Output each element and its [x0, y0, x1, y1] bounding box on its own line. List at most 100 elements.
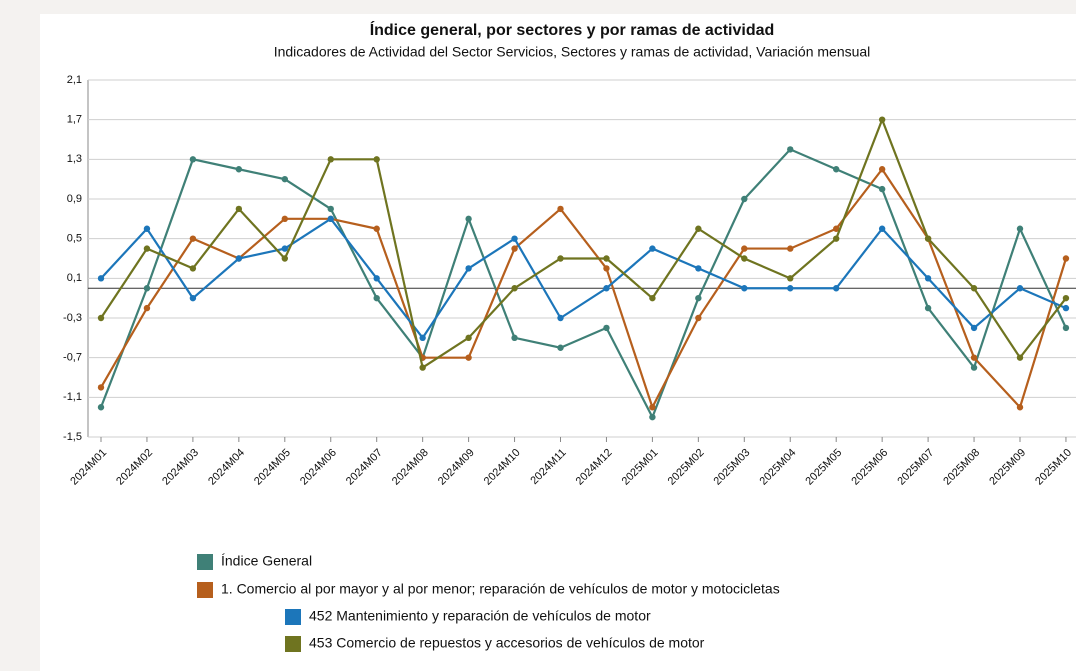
y-tick-label: -0,3 [63, 312, 82, 324]
point [924, 304, 932, 312]
point [511, 285, 518, 292]
y-tick-label: -0,7 [63, 352, 82, 364]
point [833, 235, 840, 242]
point [970, 324, 978, 332]
point [924, 275, 932, 282]
point [419, 334, 426, 342]
point [465, 334, 472, 342]
point [557, 314, 564, 322]
point [695, 314, 702, 322]
point [97, 384, 105, 391]
point [878, 166, 886, 173]
legend-swatch [197, 554, 213, 570]
point [465, 265, 472, 272]
point [511, 235, 518, 242]
point [189, 235, 197, 242]
point [97, 275, 105, 282]
point [235, 255, 243, 262]
y-tick-label: 0,5 [67, 233, 82, 245]
point [1016, 225, 1024, 232]
point [695, 225, 702, 232]
point [143, 225, 151, 232]
legend-swatch [197, 582, 213, 598]
point [327, 215, 334, 223]
y-tick-label: 2,1 [67, 74, 82, 86]
point [235, 166, 243, 173]
point [970, 364, 978, 371]
point [97, 314, 105, 322]
series-line [100, 217, 1067, 340]
point [327, 205, 334, 213]
legend-label: 453 Comercio de repuestos y accesorios d… [309, 635, 705, 651]
point [557, 255, 564, 262]
point [373, 156, 380, 163]
point [833, 166, 840, 173]
legend-swatch [285, 636, 301, 652]
point [189, 294, 197, 302]
series-line [100, 116, 1067, 370]
point [970, 285, 978, 292]
point [878, 225, 886, 232]
series-line [99, 148, 1067, 420]
point [741, 245, 748, 252]
point [557, 344, 564, 351]
legend-label: 452 Mantenimiento y reparación de vehícu… [309, 608, 651, 624]
point [373, 294, 380, 302]
point [649, 404, 656, 411]
point [787, 285, 794, 292]
chart-subtitle: Indicadores de Actividad del Sector Serv… [274, 44, 871, 60]
point [97, 404, 105, 411]
point [924, 235, 932, 242]
point [465, 215, 472, 223]
point [281, 215, 288, 223]
point [235, 205, 243, 213]
point [327, 156, 334, 163]
point [787, 275, 794, 282]
point [787, 146, 794, 153]
point [833, 285, 840, 292]
point [603, 285, 610, 292]
y-tick-label: 1,3 [67, 153, 82, 165]
point [1016, 404, 1024, 411]
point [557, 205, 564, 213]
point [603, 324, 610, 332]
y-tick-label: -1,5 [63, 431, 82, 443]
y-tick-label: -1,1 [63, 391, 82, 403]
point [511, 245, 518, 252]
point [1016, 354, 1024, 361]
point [695, 265, 702, 272]
legend-swatch [285, 609, 301, 625]
point [511, 334, 518, 342]
panel [40, 14, 1076, 671]
legend-label: 1. Comercio al por mayor y al por menor;… [221, 581, 780, 597]
series-line [100, 167, 1068, 411]
y-tick-label: 0,9 [67, 193, 82, 205]
point [970, 354, 978, 361]
point [1062, 294, 1070, 302]
legend-label: Índice General [221, 553, 312, 569]
point [649, 413, 656, 421]
point [833, 225, 840, 232]
point [649, 294, 656, 302]
point [189, 156, 197, 163]
point [878, 185, 886, 193]
point [741, 195, 748, 203]
point [373, 225, 380, 232]
point [143, 304, 151, 312]
point [695, 294, 702, 302]
point [1062, 304, 1070, 312]
point [649, 245, 656, 252]
point [465, 354, 472, 361]
point [281, 245, 288, 252]
point [741, 285, 748, 292]
point [143, 245, 151, 252]
chart-title: Índice general, por sectores y por ramas… [370, 20, 775, 39]
y-tick-label: 1,7 [67, 114, 82, 126]
point [419, 364, 426, 371]
point [373, 275, 380, 282]
point [143, 285, 151, 292]
point [1062, 324, 1070, 332]
point [787, 245, 794, 252]
